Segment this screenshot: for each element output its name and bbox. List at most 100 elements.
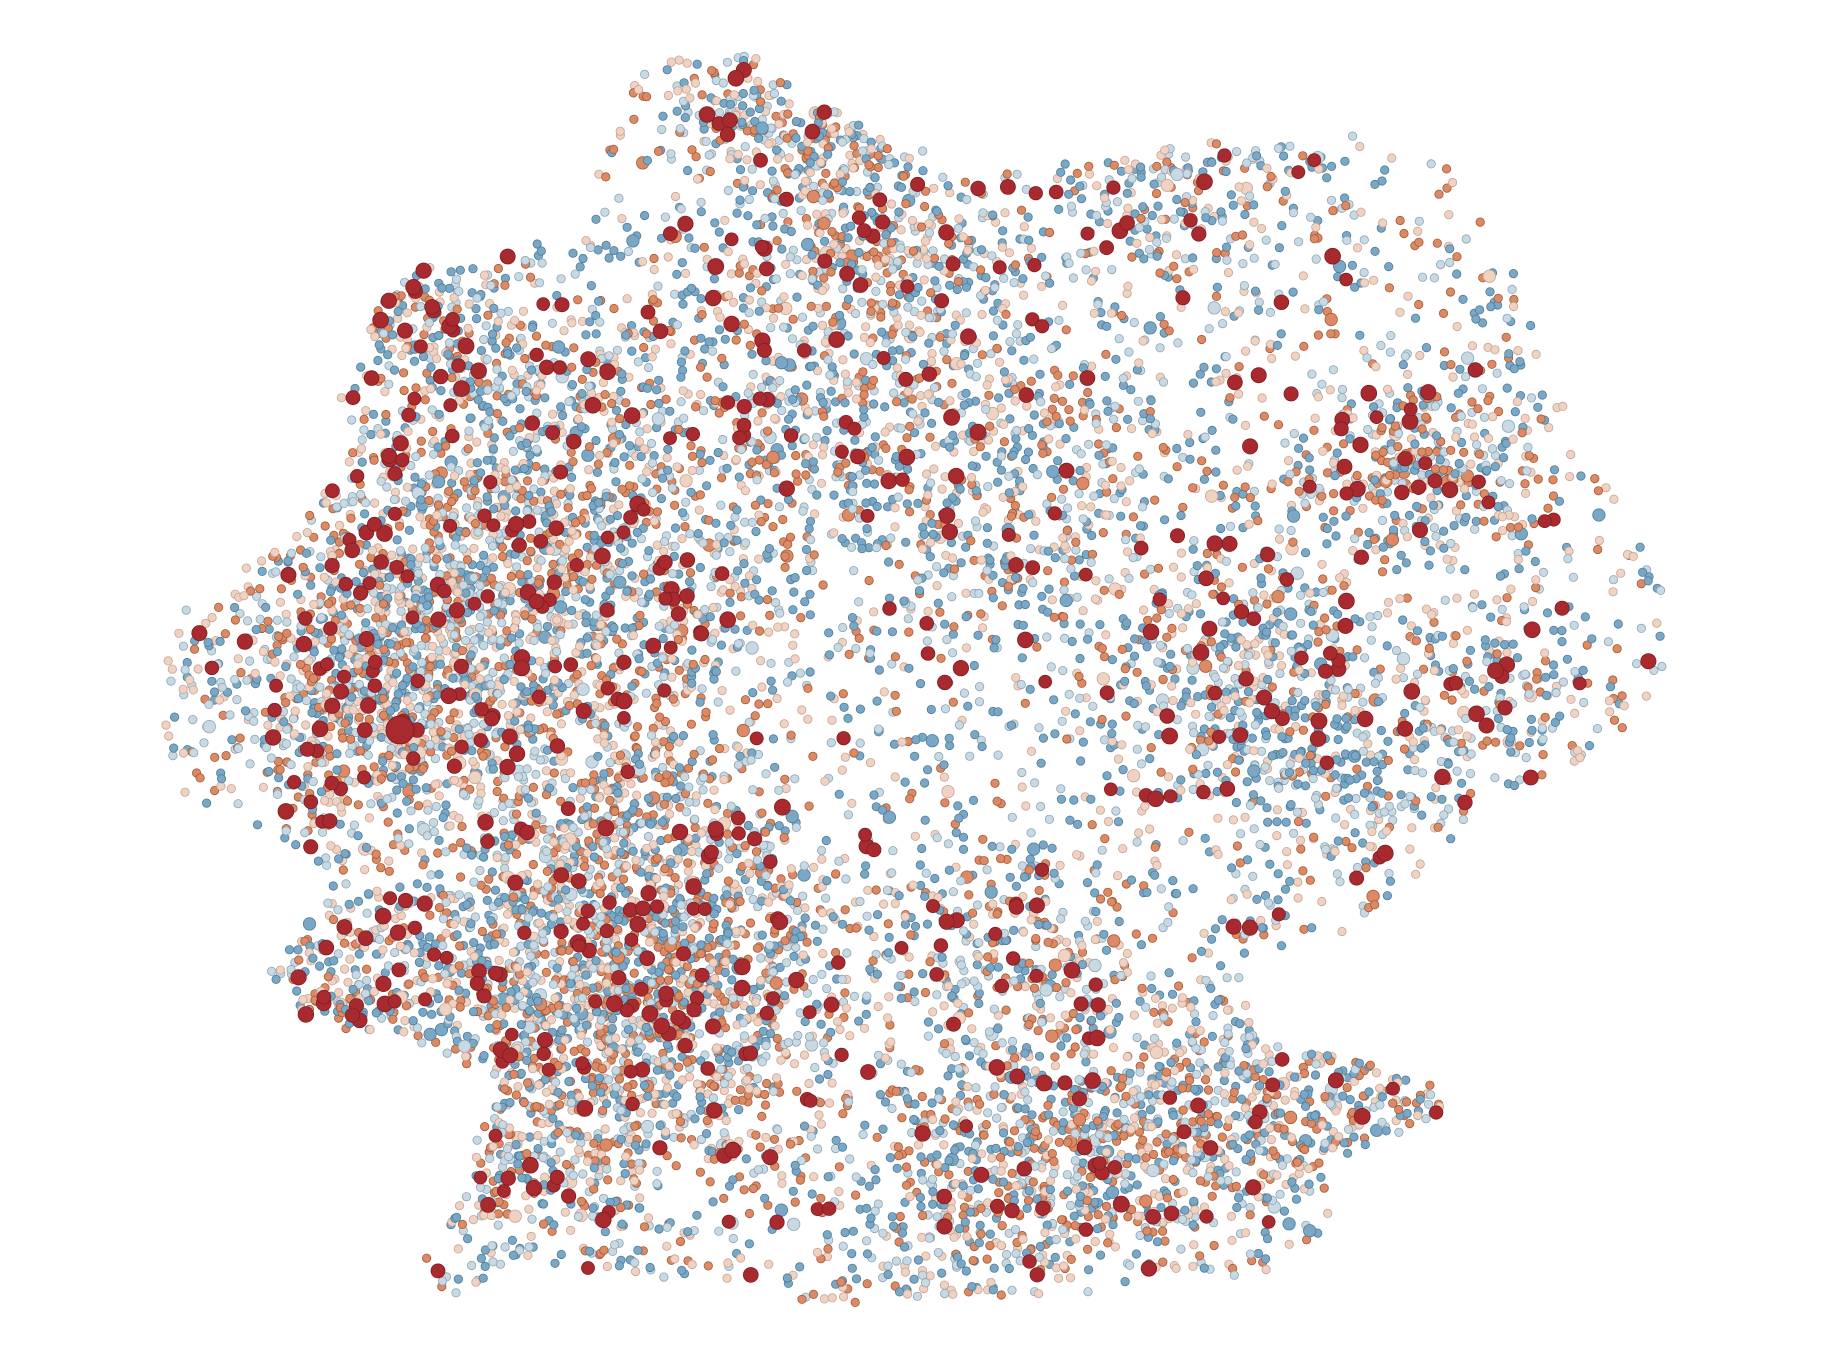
map-dot-dark-blue bbox=[1176, 510, 1186, 521]
map-dot-dark-blue bbox=[1111, 354, 1121, 364]
map-dot-dark-blue bbox=[482, 455, 492, 465]
map-dot-dark-blue bbox=[488, 764, 498, 774]
map-dot-dark-blue bbox=[687, 645, 697, 655]
map-dot-dark-orange bbox=[255, 584, 265, 594]
map-dot-light-blue bbox=[748, 369, 758, 379]
map-dot-dark-orange bbox=[1202, 466, 1212, 476]
map-dot-light-blue bbox=[889, 388, 899, 398]
map-dot-light-blue bbox=[676, 900, 686, 910]
map-dot-light-peach bbox=[534, 918, 544, 928]
map-dot-dark-orange bbox=[1111, 422, 1122, 433]
map-dot-dark-blue bbox=[887, 346, 898, 356]
map-dot-light-blue bbox=[846, 542, 857, 553]
map-dot-dark-blue bbox=[883, 948, 894, 958]
map-dot-light-peach bbox=[659, 891, 669, 902]
map-dot-dark-blue bbox=[1050, 553, 1060, 563]
map-dot-light-peach bbox=[710, 973, 720, 984]
map-dot-light-peach bbox=[576, 1030, 586, 1040]
map-dot-light-blue bbox=[472, 501, 482, 511]
map-dot-light-blue bbox=[245, 656, 255, 666]
map-dot-dark-orange bbox=[618, 874, 629, 884]
map-dot-dark-blue bbox=[523, 793, 534, 803]
map-dot-light-peach bbox=[679, 474, 693, 488]
map-dot-dark-orange bbox=[735, 1085, 746, 1095]
map-dot-light-peach bbox=[771, 1073, 782, 1083]
map-dot-light-blue bbox=[1188, 1168, 1198, 1178]
map-dot-dark-blue bbox=[619, 452, 629, 462]
map-dot-dark-blue bbox=[788, 605, 798, 615]
map-dot-light-peach bbox=[929, 183, 939, 193]
map-dot-dark-orange bbox=[1058, 484, 1069, 494]
map-dot-dark-orange bbox=[1150, 495, 1160, 505]
map-dot-dark-blue bbox=[592, 467, 603, 477]
map-dot-dark-orange bbox=[1043, 937, 1053, 948]
map-dot-light-blue bbox=[745, 641, 759, 655]
map-dot-dark-blue bbox=[1023, 212, 1033, 222]
map-dot-light-blue bbox=[605, 757, 615, 768]
map-dot-light-blue bbox=[618, 827, 628, 837]
map-dot-light-blue bbox=[684, 797, 694, 807]
map-dot-light-blue bbox=[1056, 914, 1066, 924]
map-dot-light-blue bbox=[731, 666, 741, 676]
map-dot-light-peach bbox=[921, 254, 932, 264]
map-dot-light-blue bbox=[781, 958, 792, 968]
map-dot-light-blue bbox=[568, 822, 578, 833]
map-dot-dark-orange bbox=[695, 1167, 706, 1177]
map-dot-light-blue bbox=[841, 874, 851, 884]
map-dot-light-blue bbox=[857, 297, 867, 307]
map-dot-dark-orange bbox=[1147, 933, 1158, 943]
map-dot-light-peach bbox=[1090, 1236, 1100, 1247]
map-dot-light-blue bbox=[900, 354, 911, 364]
map-dot-dark-blue bbox=[482, 492, 492, 502]
map-dot-light-peach bbox=[436, 633, 446, 643]
map-dot-dark-blue bbox=[829, 490, 839, 500]
map-dot-light-blue bbox=[1146, 564, 1156, 574]
map-dot-light-peach bbox=[861, 322, 871, 332]
map-dot-dark-orange bbox=[776, 874, 786, 884]
map-dot-light-blue bbox=[1296, 618, 1306, 628]
map-dot-dark-orange bbox=[1178, 502, 1188, 512]
map-dot-light-blue bbox=[969, 976, 979, 986]
map-dot-dark-blue bbox=[617, 558, 628, 569]
map-dot-light-blue bbox=[740, 517, 750, 527]
map-dot-dark-orange bbox=[581, 1047, 591, 1057]
map-dot-dark-blue bbox=[611, 477, 621, 487]
map-dot-light-blue bbox=[947, 329, 958, 339]
map-dot-dark-orange bbox=[1101, 349, 1111, 359]
map-dot-dark-orange bbox=[569, 343, 579, 353]
map-dot-dark-blue bbox=[658, 633, 668, 644]
map-dot-dark-blue bbox=[988, 306, 999, 316]
map-dot-light-peach bbox=[604, 1047, 614, 1057]
map-dot-light-blue bbox=[531, 769, 541, 780]
map-dot-dark-orange bbox=[1093, 1210, 1103, 1220]
map-dot-dark-blue bbox=[801, 459, 811, 469]
map-dot-light-blue bbox=[272, 615, 282, 625]
map-dot-light-peach bbox=[1057, 948, 1072, 963]
map-dot-dark-blue bbox=[894, 207, 904, 217]
map-dot-light-blue bbox=[475, 580, 485, 591]
map-dot-light-blue bbox=[1109, 494, 1119, 504]
map-dot-light-peach bbox=[301, 720, 311, 730]
map-dot-light-blue bbox=[791, 822, 801, 833]
map-dot-dark-blue bbox=[261, 602, 271, 613]
map-dot-dark-orange bbox=[791, 450, 801, 461]
map-dot-light-peach bbox=[564, 536, 574, 546]
map-dot-light-blue bbox=[494, 582, 504, 592]
map-dot-dark-orange bbox=[916, 222, 927, 232]
map-dot-dark-orange bbox=[1010, 500, 1021, 511]
map-dot-dark-blue bbox=[1126, 384, 1136, 395]
map-dot-light-blue bbox=[535, 755, 546, 765]
map-dot-light-peach bbox=[1125, 476, 1135, 486]
map-dot-dark-orange bbox=[919, 201, 930, 212]
map-dot-dark-blue bbox=[901, 537, 911, 547]
map-dot-dark-blue bbox=[718, 382, 728, 392]
map-dot-light-blue bbox=[541, 846, 552, 857]
map-dot-dark-blue bbox=[435, 659, 445, 670]
map-dot-dark-blue bbox=[1082, 877, 1093, 888]
map-dot-dark-blue bbox=[654, 375, 664, 385]
map-dot-dark-blue bbox=[732, 566, 743, 576]
map-dot-dark-blue bbox=[783, 414, 794, 424]
map-dot-light-blue bbox=[464, 626, 474, 636]
map-dot-dark-blue bbox=[933, 598, 943, 608]
